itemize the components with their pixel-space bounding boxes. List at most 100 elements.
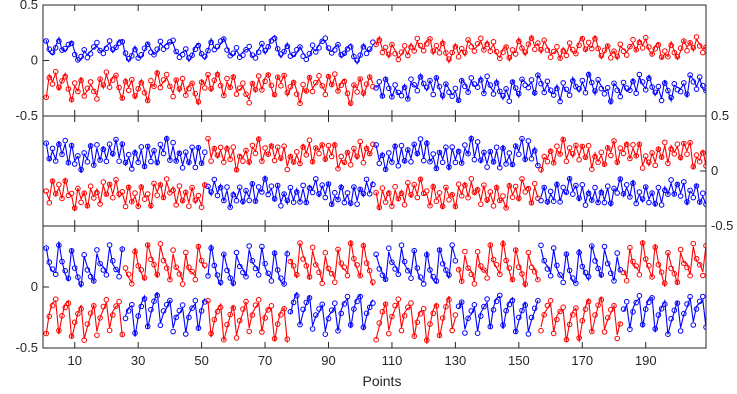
series-blue-point [462, 83, 468, 90]
series-blue-point [658, 306, 665, 312]
series-blue-point [601, 199, 608, 206]
series-red-point [116, 298, 122, 305]
series-red-point [252, 302, 259, 308]
series-blue-point [97, 157, 103, 163]
series-blue-point [205, 47, 211, 54]
series-red-point [696, 262, 703, 268]
series-red-point [696, 158, 703, 165]
series-blue-point [347, 44, 354, 50]
series-red-point [395, 56, 402, 63]
series-red-point [573, 50, 579, 57]
series-blue-point [52, 45, 59, 51]
series-blue-point [700, 190, 706, 196]
series-red-point [395, 296, 402, 303]
series-red-point [202, 262, 208, 269]
series-red-point [614, 53, 621, 60]
series-blue-point [389, 159, 395, 165]
series-blue-point [176, 307, 183, 314]
series-red-point [411, 333, 418, 339]
series-blue-point [376, 160, 383, 167]
series-blue-point [471, 302, 478, 308]
series-blue-point [183, 149, 189, 155]
series-red-point [658, 269, 665, 276]
series-red-point [357, 76, 364, 82]
series-blue-point [690, 194, 697, 201]
series-red-point [125, 271, 132, 278]
series-blue-point [75, 57, 81, 63]
series-red-line [45, 69, 374, 107]
series-red-point [585, 298, 592, 305]
series-red-point [290, 79, 297, 86]
series-blue-point [325, 45, 332, 51]
series-red-point [474, 186, 481, 193]
series-blue-point [214, 192, 221, 199]
series-blue-point [379, 93, 386, 99]
series-blue-point [677, 88, 684, 95]
series-blue-point [439, 159, 446, 166]
series-blue-point [125, 55, 132, 62]
series-blue-point [703, 201, 706, 208]
series-blue-point [563, 251, 570, 257]
series-red-point [224, 321, 230, 328]
series-red-point [392, 50, 398, 57]
series-red-point [449, 192, 456, 198]
series-red-point [354, 262, 360, 268]
series-red-point [119, 95, 126, 101]
series-red-point [246, 328, 252, 335]
series-blue-point [297, 44, 303, 50]
series-blue-point [449, 93, 456, 99]
series-red-point [503, 205, 509, 211]
series-blue-point [151, 147, 157, 154]
series-blue-point [221, 197, 227, 204]
series-blue-point [151, 51, 157, 58]
series-red-point [363, 145, 370, 152]
series-red-point [633, 263, 640, 269]
series-blue-point [617, 176, 624, 182]
series-blue-point [550, 92, 557, 98]
series-blue-point [151, 298, 157, 305]
series-blue-point [325, 315, 332, 322]
series-blue-point [373, 142, 379, 148]
series-red-point [233, 335, 240, 341]
series-blue-point [633, 299, 640, 306]
series-red-line [289, 240, 374, 286]
series-blue-point [366, 46, 373, 52]
series-red-point [541, 153, 548, 160]
series-blue-point [56, 38, 62, 44]
series-red-point [611, 138, 617, 144]
series-red-line [375, 295, 456, 344]
series-blue-point [582, 202, 589, 208]
series-blue-point [700, 82, 706, 89]
series-red-point [135, 203, 141, 210]
series-blue-point [68, 40, 75, 47]
series-red-point [614, 335, 621, 342]
series-blue-point [401, 84, 408, 91]
series-blue-point [411, 141, 418, 148]
chart-panels: 0.5 0 -0.5 0.5 0 -0.5 0 -0.5 10 30 50 70 90 110 130 150… [16, 0, 734, 368]
series-blue-point [306, 50, 313, 57]
series-blue-point [398, 142, 405, 149]
series-blue-point [458, 160, 465, 166]
series-red-point [75, 311, 81, 317]
series-red-point [259, 329, 265, 335]
series-blue-point [262, 47, 268, 54]
series-blue-point [570, 78, 576, 84]
series-blue-point [538, 242, 544, 249]
series-blue-point [170, 328, 176, 335]
series-red-point [398, 190, 405, 197]
series-blue-point [202, 53, 208, 60]
series-red-point [639, 45, 646, 51]
series-red-point [646, 159, 652, 166]
series-red-point [49, 178, 56, 184]
series-red-point [674, 53, 681, 60]
series-red-point [592, 35, 598, 42]
series-red-point [65, 86, 72, 92]
series-red-point [313, 79, 319, 86]
series-blue-point [684, 301, 690, 307]
series-red-point [652, 162, 659, 169]
series-blue-point [236, 263, 243, 270]
series-red-point [398, 49, 405, 56]
series-red-point [344, 272, 351, 279]
series-blue-point [424, 252, 430, 258]
series-blue-point [287, 308, 294, 315]
